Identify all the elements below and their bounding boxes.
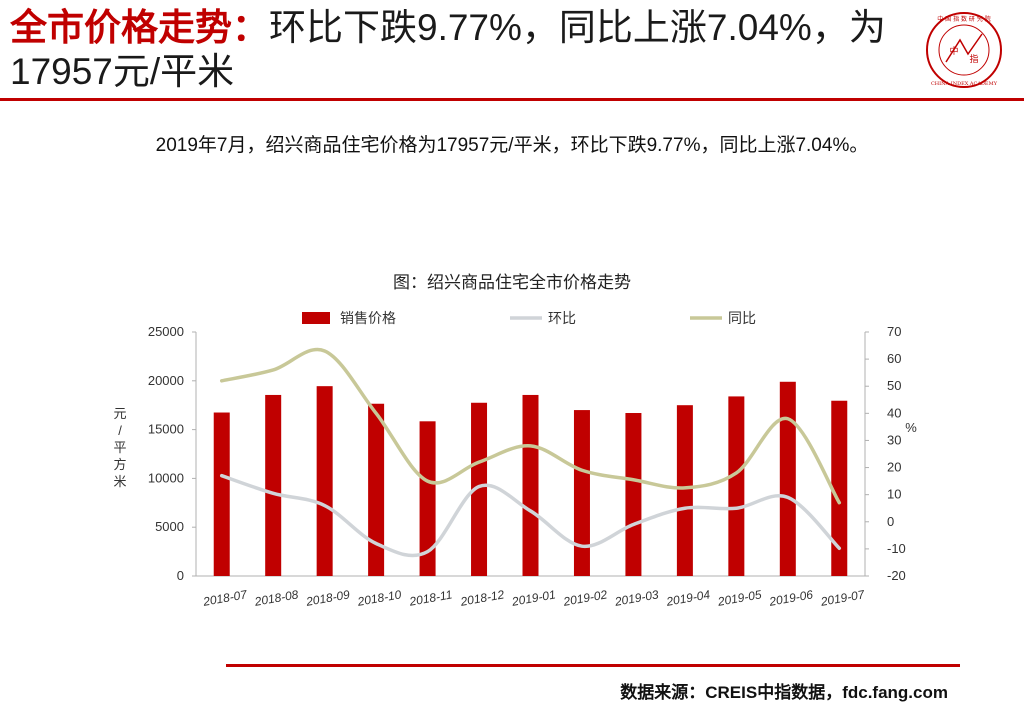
bar-2018-07: [213, 412, 230, 576]
bar-2019-01: [522, 394, 539, 576]
bar-2019-02: [573, 410, 590, 576]
y2-tick-label: 30: [887, 432, 901, 447]
price-trend-chart: 0 5000 10000 15000 20000 25000 -20 -10 0 10 20 30 40…: [113, 310, 917, 609]
y-axis-label-char: /: [118, 423, 122, 438]
x-tick-label: 2019-02: [561, 587, 608, 609]
source-text: 数据来源：CREIS中指数据，fdc.fang.com: [620, 683, 948, 702]
y-axis-label-char: 方: [113, 457, 126, 472]
page-headline: 全市价格走势：环比下跌9.77%，同比上涨7.04%，为17957元/平米: [10, 6, 890, 94]
x-tick-label: 2018-08: [253, 587, 300, 609]
header-divider: [0, 98, 1024, 101]
y2-axis-label: %: [905, 420, 917, 435]
x-tick-label: 2019-07: [819, 587, 867, 609]
y-tick-label: 10000: [148, 470, 184, 485]
y2-tick-label: -10: [887, 541, 906, 556]
y-tick-label: 5000: [155, 519, 184, 534]
headline-highlight: 全市价格走势：: [10, 7, 269, 48]
x-tick-label: 2018-12: [458, 587, 505, 609]
legend-label: 销售价格: [340, 310, 396, 326]
y2-tick-label: 10: [887, 487, 901, 502]
bar-2019-03: [625, 413, 642, 576]
bar-2018-09: [316, 386, 333, 576]
y2-tick-label: -20: [887, 568, 906, 583]
logo-bottom-text: CHINA INDEX ACADEMY: [931, 81, 998, 87]
y-axis-label-char: 米: [113, 474, 126, 489]
x-tick-label: 2019-06: [767, 587, 814, 609]
footer-divider: [226, 664, 960, 667]
legend-label: 同比: [728, 310, 756, 326]
legend-label: 环比: [548, 310, 576, 326]
y-tick-label: 15000: [148, 422, 184, 437]
chart-title: 图：绍兴商品住宅全市价格走势: [393, 273, 631, 292]
y2-tick-label: 20: [887, 460, 901, 475]
y2-tick-label: 60: [887, 351, 901, 366]
y-tick-label: 0: [177, 568, 184, 583]
x-tick-label: 2018-11: [407, 587, 453, 608]
bar-2019-04: [676, 405, 693, 576]
y2-tick-label: 70: [887, 324, 901, 339]
bar-2018-11: [419, 421, 436, 576]
mom-line: [219, 473, 842, 558]
bar-2019-05: [728, 396, 745, 576]
x-tick-label: 2019-05: [716, 587, 763, 609]
bar-2018-08: [265, 394, 282, 576]
logo-center-text-1: 中: [949, 45, 958, 57]
bar-2018-10: [368, 403, 385, 576]
x-tick-label: 2018-07: [201, 587, 249, 609]
y-axis-label-char: 元: [113, 406, 126, 421]
legend-swatch: [302, 312, 330, 324]
bar-2019-07: [831, 400, 848, 576]
yoy-line: [219, 347, 842, 505]
bar-2019-06: [779, 381, 796, 576]
summary-text: 2019年7月，绍兴商品住宅价格为17957元/平米，环比下跌9.77%，同比上…: [155, 135, 869, 156]
y-tick-label: 25000: [148, 324, 184, 339]
x-tick-label: 2018-09: [304, 587, 351, 609]
y2-tick-label: 50: [887, 378, 901, 393]
x-tick-label: 2019-04: [664, 587, 711, 609]
china-index-academy-logo: 中 国 指 数 研 究 院 中 指 CHINA INDEX ACADEMY: [926, 12, 1002, 88]
x-tick-label: 2018-10: [356, 587, 403, 609]
y2-tick-label: 40: [887, 405, 901, 420]
y2-tick-label: 0: [887, 514, 894, 529]
y-axis-label-char: 平: [113, 440, 126, 455]
x-tick-label: 2019-01: [510, 587, 557, 609]
headline-text: 环比下跌9.77%，同比上涨7.04%，为17957元/平米: [10, 7, 886, 92]
x-tick-label: 2019-03: [613, 587, 660, 609]
logo-center-text-2: 指: [969, 53, 978, 65]
bar-2018-12: [471, 402, 488, 576]
y-tick-label: 20000: [148, 373, 184, 388]
logo-top-text: 中 国 指 数 研 究 院: [937, 15, 990, 23]
